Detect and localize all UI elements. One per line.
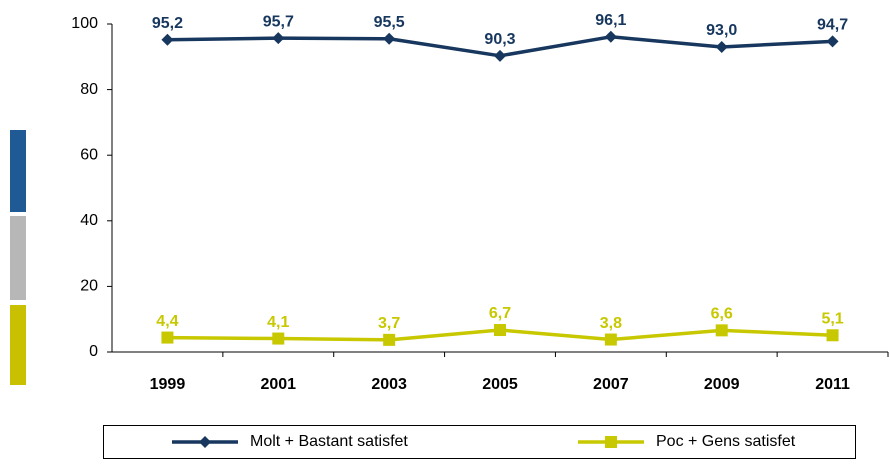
x-tick-label: 2007 <box>593 376 629 393</box>
value-label: 93,0 <box>706 22 737 39</box>
x-tick-label: 2009 <box>704 376 740 393</box>
x-tick-label: 2011 <box>815 376 850 393</box>
marker <box>161 331 174 344</box>
marker <box>826 329 839 342</box>
value-label: 4,4 <box>156 313 178 330</box>
value-label: 4,1 <box>267 314 289 331</box>
marker <box>604 30 617 43</box>
decor-bar-yellow <box>10 305 26 385</box>
value-label: 94,7 <box>817 17 848 34</box>
decor-bar-gray <box>10 216 26 300</box>
value-label: 3,7 <box>378 315 400 332</box>
y-tick-label: 0 <box>89 343 98 360</box>
value-label: 95,7 <box>263 13 294 30</box>
marker <box>494 49 506 62</box>
x-tick-label: 2001 <box>260 376 296 393</box>
marker <box>604 333 617 346</box>
x-tick-label: 1999 <box>150 376 186 393</box>
value-label: 6,6 <box>711 306 733 323</box>
marker <box>715 324 728 337</box>
marker <box>383 32 396 45</box>
value-label: 90,3 <box>484 31 515 48</box>
value-label: 6,7 <box>489 305 511 322</box>
value-label: 3,8 <box>600 315 622 332</box>
legend-label: Molt + Bastant satisfet <box>250 433 408 450</box>
y-tick-label: 80 <box>80 81 98 98</box>
value-label: 96,1 <box>595 12 626 29</box>
marker <box>383 333 396 346</box>
value-label: 5,1 <box>821 310 843 327</box>
x-tick-label: 2003 <box>371 376 407 393</box>
y-tick-label: 60 <box>80 146 98 163</box>
value-label: 95,2 <box>152 15 183 32</box>
marker <box>199 436 211 448</box>
value-label: 95,5 <box>374 14 405 31</box>
marker <box>272 332 285 345</box>
marker <box>715 40 728 53</box>
marker <box>494 324 506 337</box>
x-tick-label: 2005 <box>482 376 518 393</box>
marker <box>826 35 839 48</box>
marker <box>161 33 174 46</box>
legend-label: Poc + Gens satisfet <box>656 433 796 450</box>
decor-bar-blue <box>10 130 26 212</box>
y-tick-label: 40 <box>80 212 98 229</box>
marker <box>605 436 617 448</box>
marker <box>272 32 285 45</box>
y-tick-label: 100 <box>71 15 98 32</box>
y-tick-label: 20 <box>80 278 98 295</box>
